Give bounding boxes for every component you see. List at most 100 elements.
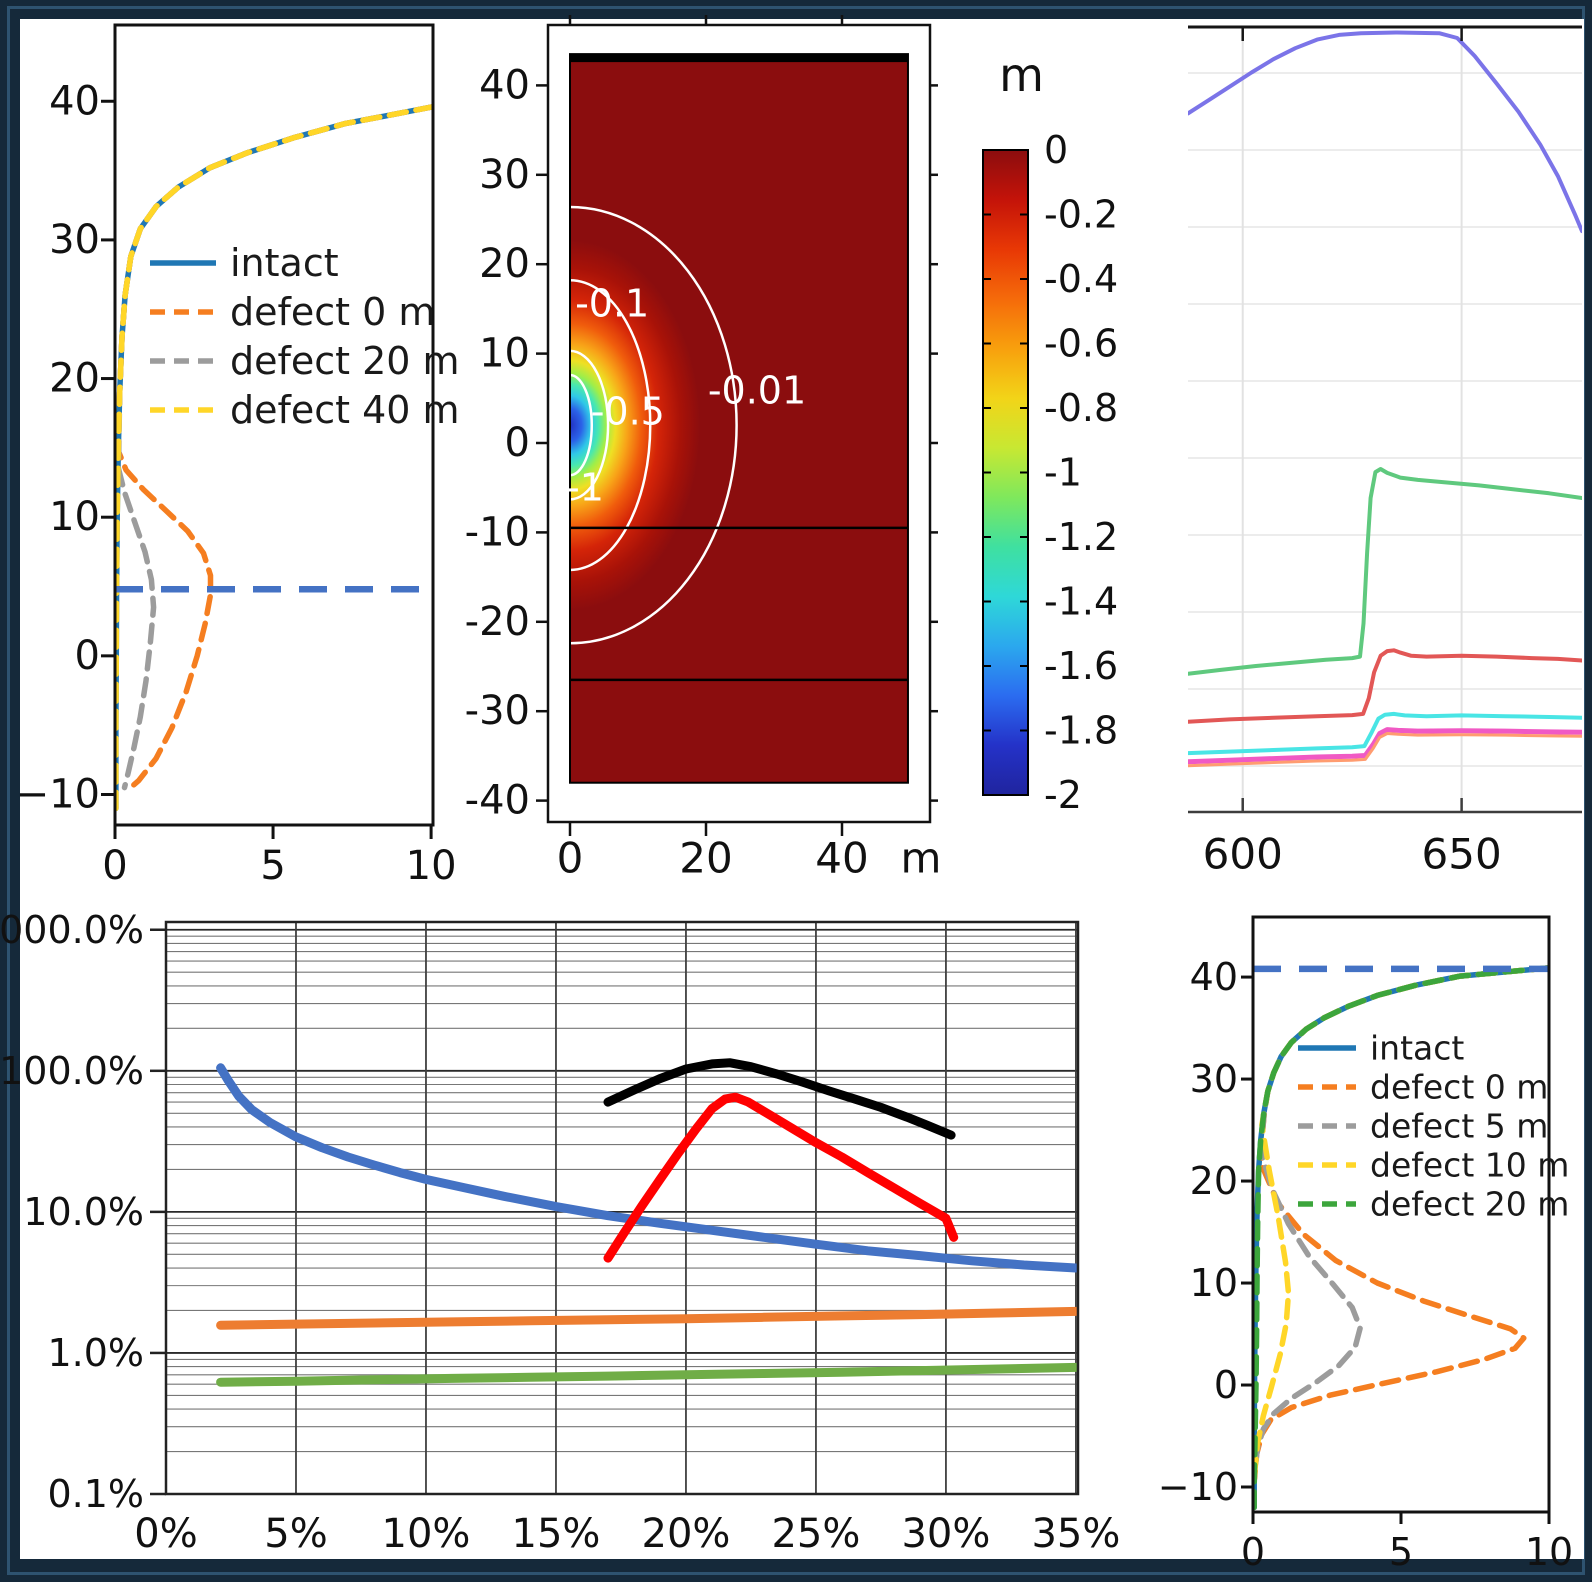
y-tick-label: 10 [1190, 1261, 1238, 1305]
drawdown-blob [570, 240, 700, 611]
y-tick-label: 0 [75, 633, 100, 679]
series-group [1253, 965, 1549, 1511]
y-tick-label: 30 [49, 217, 100, 263]
series-orange [216, 1306, 1078, 1330]
x-tick-label: 15% [512, 1511, 601, 1557]
y-tick-label: −10 [1158, 1465, 1238, 1509]
contour--0.5 [570, 349, 610, 501]
colorbar-tick-label: -0.2 [1044, 193, 1118, 237]
x-tick-label: 10% [382, 1511, 471, 1557]
y-tick-label: -40 [465, 778, 530, 824]
x-tick-label: 650 [1422, 830, 1502, 879]
y-tick-label: 40 [49, 78, 100, 124]
chart-breakthrough: 600 650 [1188, 25, 1582, 879]
legend-label: defect 40 m [230, 388, 460, 432]
x-tick-label: 40 [815, 834, 868, 883]
series-group [1188, 30, 1582, 768]
y-tick-label: 20 [479, 241, 530, 287]
y-tick-label: 100.0% [0, 1049, 144, 1093]
y-tick-label: 30 [1190, 1057, 1238, 1101]
x-tick-label: 0 [557, 834, 584, 883]
domain-border [569, 53, 909, 784]
contour--1 [570, 373, 594, 477]
contour-label: -0.01 [708, 368, 806, 412]
series-defect-20-m [115, 104, 433, 791]
series-black [603, 1058, 956, 1140]
contour-label: -0.5 [591, 390, 665, 434]
top-seal-bar [570, 54, 908, 63]
series-red [603, 1092, 959, 1263]
series-salmon [1188, 732, 1582, 768]
x-tick-label: 600 [1203, 830, 1283, 879]
series-blue [216, 1063, 1078, 1273]
y-tick-label: 10 [479, 331, 530, 377]
colorbar-tick-label: -0.4 [1044, 257, 1118, 301]
series-group [216, 1058, 1078, 1387]
y-tick-label: 1.0% [47, 1331, 144, 1375]
y-tick-label: 20 [49, 356, 100, 402]
legend: intact defect 0 m defect 20 m defect 40 m [150, 241, 460, 432]
series-red [1188, 648, 1582, 724]
y-tick-label: 30 [479, 152, 530, 198]
series-defect-20-m [1253, 965, 1549, 1511]
y-tick-label: 40 [1190, 955, 1238, 999]
x-tick-label: 30% [901, 1511, 990, 1557]
y-tick-label: 10.0% [23, 1190, 144, 1234]
legend-label: defect 0 m [1370, 1068, 1548, 1107]
y-tick-label: 20 [1190, 1159, 1238, 1203]
x-tick-label: 35% [1031, 1511, 1120, 1557]
y-tick-label: -10 [465, 509, 530, 555]
legend-label: defect 10 m [1370, 1146, 1569, 1185]
legend-label: intact [1370, 1029, 1464, 1068]
colorbar-tick-label: 0 [1044, 128, 1068, 172]
series-magenta [1188, 727, 1582, 765]
y-tick-label: −10 [16, 771, 100, 817]
series-purple [1188, 30, 1582, 234]
chart-log-errors: 1000.0% 100.0% 10.0% 1.0% 0.1%0% 5% 10% 15% 20% 2… [0, 908, 1120, 1557]
x-tick-label: 5% [264, 1511, 327, 1557]
x-tick-label: 20 [679, 834, 732, 883]
series-green [216, 1362, 1078, 1387]
y-tick-label: -20 [465, 599, 530, 645]
x-tick-label: 20% [642, 1511, 731, 1557]
y-tick-label: 0 [1214, 1363, 1238, 1407]
colorbar-tick-label: -0.6 [1044, 322, 1118, 366]
colorbar-tick-label: -2 [1044, 773, 1082, 817]
colorbar-tick-label: -0.8 [1044, 386, 1118, 430]
contour-label: -0.1 [575, 282, 649, 326]
x-tick-label: 10 [1525, 1530, 1573, 1574]
x-tick-label: 5 [1389, 1530, 1413, 1574]
y-tick-label: -30 [465, 688, 530, 734]
colorbar-title: m [999, 48, 1044, 102]
plot-border [164, 920, 1080, 1496]
gridlines [165, 922, 1078, 1495]
x-tick-label: 0% [134, 1511, 197, 1557]
y-tick-label: 1000.0% [0, 908, 144, 952]
legend-label: defect 20 m [1370, 1185, 1569, 1224]
colorbar-tick-label: -1.6 [1044, 644, 1118, 688]
contour--0.01 [570, 205, 738, 645]
colorbar-tick-label: -1.8 [1044, 709, 1118, 753]
heatmap-layers [570, 54, 908, 682]
gridlines [1188, 27, 1582, 812]
x-tick-label: 10 [406, 843, 457, 889]
contour-label: -1 [566, 466, 604, 510]
series-group [115, 104, 433, 812]
x-tick-label: 0 [102, 843, 127, 889]
y-tick-label: 0 [505, 420, 530, 466]
series-defect-40-m [115, 104, 433, 812]
x-tick-label: 5 [260, 843, 285, 889]
colorbar-tick-label: -1 [1044, 451, 1082, 495]
x-tick-label: 0 [1241, 1530, 1265, 1574]
y-tick-label: 0.1% [47, 1472, 144, 1516]
series-cyan [1188, 711, 1582, 756]
axes: 40 30 20 10 0 -10 -20 -30 -40 0 20 40 m [465, 15, 941, 883]
legend-label: defect 20 m [230, 339, 460, 383]
